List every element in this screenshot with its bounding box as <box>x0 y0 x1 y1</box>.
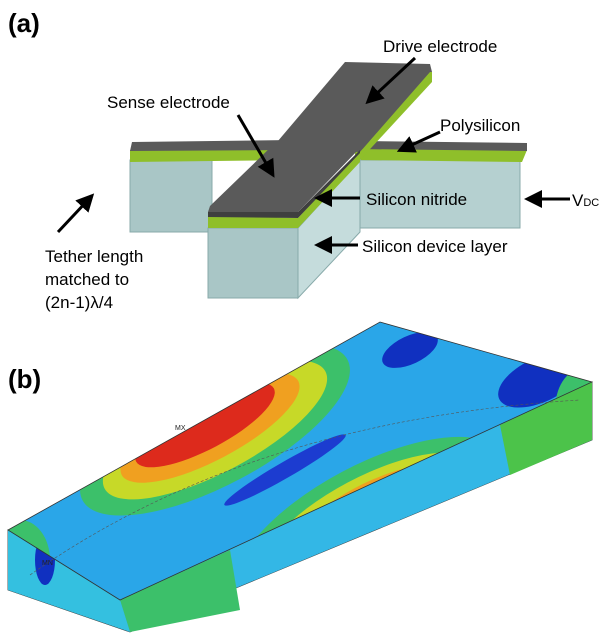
min-marker: MN <box>42 560 53 567</box>
left-beam <box>130 160 212 232</box>
label: Sense electrode <box>107 93 230 112</box>
label: Drive electrode <box>383 37 497 56</box>
label: Silicon nitride <box>366 190 467 209</box>
label: VDC <box>572 191 599 210</box>
label: Polysilicon <box>440 116 520 135</box>
label: Silicon device layer <box>362 237 508 256</box>
arrow <box>58 200 88 232</box>
left-electrode <box>130 140 292 151</box>
panel-label: (a) <box>8 8 40 38</box>
label: Tether length <box>45 247 143 266</box>
label: V <box>572 191 584 210</box>
label: matched to <box>45 270 129 289</box>
label-subscript: DC <box>583 197 599 209</box>
panel-label: (b) <box>8 364 41 394</box>
label: (2n-1)λ/4 <box>45 293 113 312</box>
front-beam <box>208 228 298 298</box>
figure: (a) Drive electrode Sense electrode Poly… <box>0 0 605 638</box>
max-marker: MX <box>175 425 186 432</box>
fem-plate: MX MN <box>0 300 605 638</box>
